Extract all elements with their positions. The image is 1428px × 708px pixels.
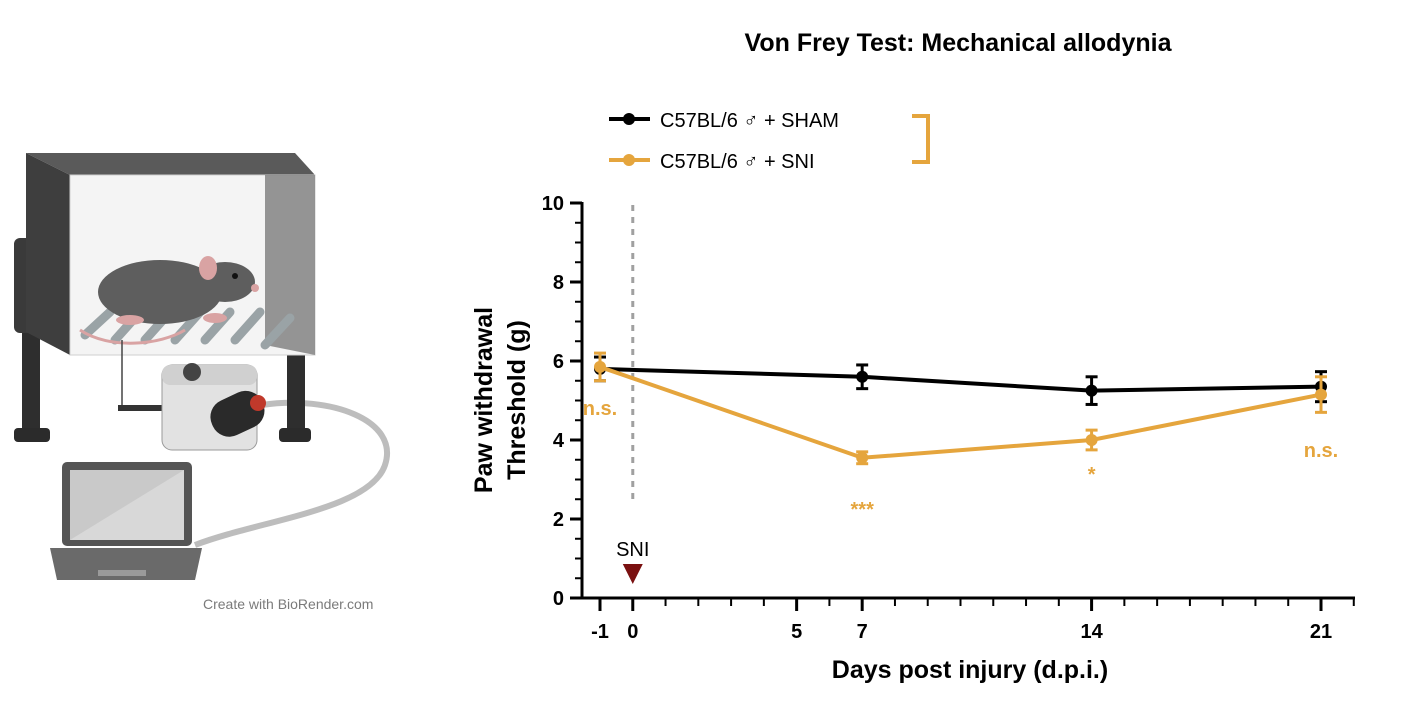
series-line-sham xyxy=(599,366,1322,393)
y-tick-label: 2 xyxy=(553,509,564,531)
biorender-credit: Create with BioRender.com xyxy=(203,596,374,612)
data-point-sni xyxy=(856,451,869,464)
significance-label: *** xyxy=(851,499,875,521)
data-point-sham xyxy=(856,370,869,383)
significance-label: n.s. xyxy=(583,398,617,420)
chart-title: Von Frey Test: Mechanical allodynia xyxy=(745,29,1173,57)
legend-label-sni: C57BL/6 ♂ + SNI xyxy=(660,151,815,173)
y-tick-label: 4 xyxy=(553,430,565,452)
x-tick-label: 14 xyxy=(1080,621,1103,643)
chamber-side xyxy=(265,175,315,355)
x-tick-label: 7 xyxy=(857,621,868,643)
data-point-sni xyxy=(1315,388,1327,401)
stand-right-post xyxy=(287,345,305,435)
x-tick-label: 5 xyxy=(791,621,802,643)
x-tick-label: 0 xyxy=(627,621,638,643)
mouse xyxy=(79,256,259,345)
legend-marker-sni xyxy=(623,154,635,166)
y-tick-label: 8 xyxy=(553,272,564,294)
x-tick-label: 21 xyxy=(1310,621,1332,643)
von-frey-setup-illustration xyxy=(14,153,390,580)
legend-comparison-bracket xyxy=(912,114,930,164)
sni-annotation-label: SNI xyxy=(616,539,649,561)
x-axis-label: Days post injury (d.p.i.) xyxy=(832,656,1108,684)
force-transducer-device xyxy=(161,363,266,451)
legend: C57BL/6 ♂ + SHAM C57BL/6 ♂ + SNI xyxy=(609,110,930,173)
data-point-sham xyxy=(1085,384,1098,397)
significance-label: n.s. xyxy=(1304,440,1338,462)
y-axis-label-line1: Paw withdrawal xyxy=(470,307,498,493)
y-tick-label: 0 xyxy=(553,588,564,610)
y-tick-label: 10 xyxy=(542,193,564,215)
legend-marker-sham xyxy=(623,113,635,125)
significance-label: * xyxy=(1088,464,1096,486)
data-point-sni xyxy=(594,360,606,373)
data-point-sni xyxy=(1085,434,1098,446)
y-tick-label: 6 xyxy=(553,351,564,373)
x-tick-label: -1 xyxy=(591,621,609,643)
laptop xyxy=(50,462,202,580)
sni-arrow-marker xyxy=(622,564,643,584)
series-line-sni xyxy=(599,365,1322,460)
legend-label-sham: C57BL/6 ♂ + SHAM xyxy=(660,110,839,132)
y-axis-label-line2: Threshold (g) xyxy=(503,320,531,480)
cable xyxy=(193,399,390,548)
chamber-top xyxy=(26,153,315,175)
